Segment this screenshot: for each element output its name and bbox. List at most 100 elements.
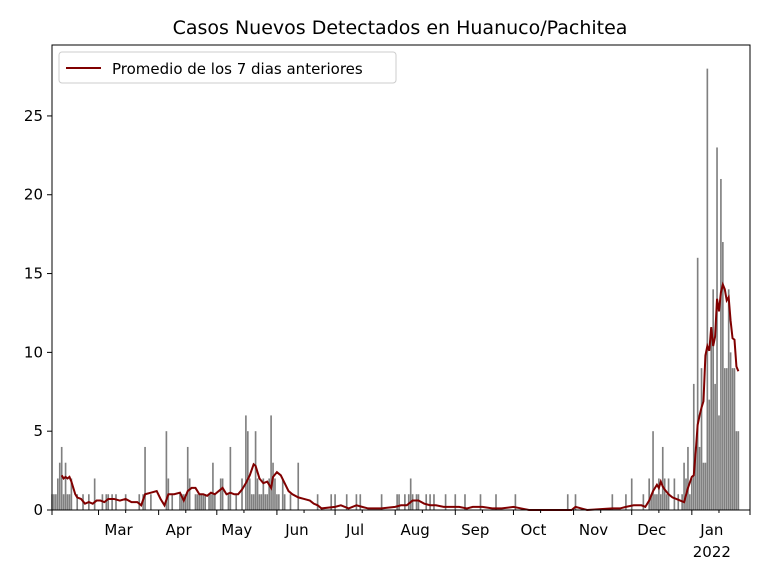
bar: [289, 494, 292, 510]
bar: [433, 494, 435, 510]
bar-series: [51, 68, 740, 511]
average-line: [60, 281, 740, 512]
bar: [196, 494, 199, 510]
bar: [355, 494, 358, 510]
bar: [264, 494, 267, 510]
legend-box: [58, 51, 397, 84]
bar: [479, 494, 482, 510]
bar: [716, 147, 718, 510]
bar: [62, 494, 65, 510]
bar: [208, 494, 210, 510]
bar: [704, 462, 707, 510]
bar: [165, 431, 168, 510]
bar: [210, 494, 212, 510]
bar: [227, 494, 230, 510]
bar: [735, 431, 738, 510]
bar: [171, 494, 174, 510]
bar: [105, 494, 108, 510]
bar: [722, 242, 724, 510]
bar: [260, 494, 263, 510]
bar: [396, 494, 398, 510]
bar: [454, 494, 457, 510]
x-tick-label: May: [221, 521, 252, 539]
bar: [404, 494, 406, 510]
legend: Promedio de los 7 dias anteriores: [58, 51, 397, 84]
bar: [661, 446, 664, 510]
bar: [278, 494, 280, 510]
bar: [68, 494, 71, 510]
bar: [737, 431, 740, 510]
bar: [692, 383, 695, 510]
y-tick-label: 20: [24, 186, 43, 204]
bar: [425, 494, 428, 510]
bar: [359, 494, 362, 510]
bar: [111, 494, 113, 510]
bar: [411, 494, 414, 510]
bar: [708, 399, 711, 510]
bar: [429, 494, 431, 510]
x-tick-label: Dec: [637, 521, 666, 539]
bar: [221, 478, 224, 510]
bar: [652, 431, 654, 510]
bar: [60, 446, 63, 510]
x-tick-label: Aug: [401, 521, 430, 539]
bar: [658, 478, 660, 510]
bar: [64, 462, 67, 510]
bar: [247, 431, 249, 510]
bar: [248, 478, 251, 510]
x-tick-sublabel: 2022: [693, 543, 731, 561]
bar: [316, 494, 319, 510]
bar: [256, 478, 259, 510]
bar: [727, 289, 730, 510]
y-tick-label: 5: [33, 422, 43, 440]
x-tick-label: Sep: [461, 521, 489, 539]
bar: [258, 494, 261, 510]
bar: [58, 462, 61, 510]
bar: [654, 494, 656, 510]
y-tick-label: 15: [24, 265, 43, 283]
bar: [712, 289, 714, 510]
bar: [720, 178, 722, 511]
bar: [683, 462, 685, 510]
y-axis: 0 5 10 15 20 25: [24, 107, 52, 519]
bar: [625, 494, 627, 510]
bar: [268, 478, 270, 510]
bar: [398, 494, 400, 510]
bar: [297, 462, 300, 510]
bar: [241, 478, 243, 510]
bar: [673, 478, 676, 510]
bar: [214, 494, 216, 510]
bar: [650, 494, 652, 510]
bar: [184, 494, 187, 510]
bar: [124, 494, 127, 510]
bar: [66, 494, 69, 510]
bar: [262, 478, 265, 510]
bar: [677, 494, 680, 510]
legend-label: Promedio de los 7 dias anteriores: [112, 60, 363, 78]
bar: [70, 478, 73, 510]
x-tick-label: Mar: [104, 521, 133, 539]
bar: [276, 494, 278, 510]
x-tick-label: Nov: [579, 521, 608, 539]
bar: [283, 494, 286, 510]
bar: [212, 462, 214, 510]
bar: [665, 494, 668, 510]
bar: [194, 494, 197, 510]
bar: [281, 478, 284, 510]
bar: [202, 494, 205, 510]
bar: [464, 494, 466, 510]
bar: [200, 494, 203, 510]
bar: [729, 352, 732, 510]
bar: [723, 368, 726, 510]
bar: [229, 446, 232, 510]
bar: [204, 494, 206, 510]
bar: [245, 415, 247, 510]
bar: [710, 336, 713, 510]
bar: [219, 478, 222, 510]
bar: [694, 446, 697, 510]
bar: [566, 494, 569, 510]
x-tick-label: Oct: [520, 521, 546, 539]
bar: [274, 478, 276, 510]
bar: [188, 478, 191, 510]
bar: [514, 494, 517, 510]
